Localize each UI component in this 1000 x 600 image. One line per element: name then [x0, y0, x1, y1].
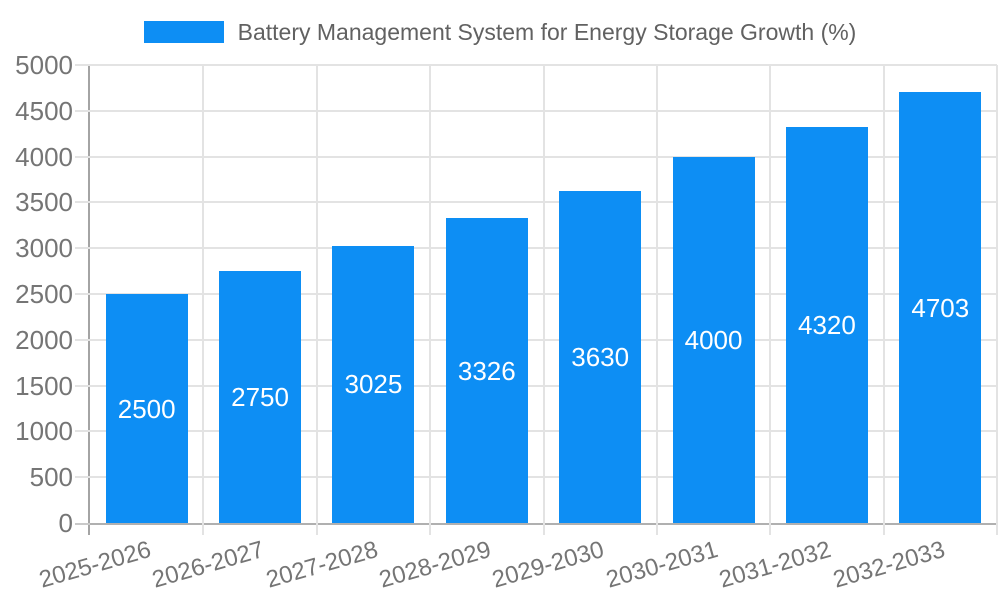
gridline-vertical — [315, 65, 318, 535]
bar-value-label: 2500 — [117, 393, 176, 424]
bar: 4703 — [899, 92, 982, 523]
x-tick-label: 2025-2026 — [36, 536, 154, 594]
zero-tick — [75, 523, 90, 525]
y-tick-label: 4500 — [15, 95, 73, 126]
gridline-horizontal — [75, 293, 997, 295]
legend-swatch — [143, 21, 224, 43]
gridline-horizontal — [75, 155, 997, 158]
bar-value-label: 3025 — [344, 369, 403, 400]
y-tick-label: 1000 — [15, 416, 73, 447]
gridline-horizontal — [75, 384, 997, 387]
y-tick-label: 5000 — [15, 50, 73, 80]
x-tick-label: 2028-2029 — [376, 536, 494, 594]
x-tick-label: 2026-2027 — [149, 536, 268, 594]
y-tick-label: 500 — [29, 462, 73, 493]
gridline-vertical — [882, 65, 885, 535]
y-tick-label: 4000 — [15, 141, 73, 172]
bar: 3326 — [445, 218, 528, 523]
gridline-vertical — [202, 65, 205, 535]
gridline-horizontal — [75, 109, 997, 112]
x-tick-label: 2030-2031 — [602, 536, 721, 594]
x-tick-label: 2032-2033 — [829, 536, 948, 594]
bar-value-label: 4703 — [911, 292, 970, 323]
chart-title: Battery Management System for Energy Sto… — [237, 18, 857, 45]
bar: 3025 — [332, 245, 415, 523]
bar-value-label: 2750 — [231, 382, 289, 413]
gridline-horizontal — [75, 430, 997, 433]
gridline-horizontal — [75, 476, 997, 479]
y-tick-label: 2500 — [15, 279, 73, 309]
bar: 2750 — [219, 271, 302, 523]
y-tick-label: 1500 — [15, 370, 73, 401]
gridline-horizontal — [75, 338, 997, 341]
chart-legend: Battery Management System for Energy Sto… — [0, 12, 1000, 52]
plot-area: 2500 2750 3025 3326 3630 4000 4320 4703 — [75, 64, 998, 535]
bar: 4320 — [785, 127, 868, 523]
gridline-vertical — [996, 65, 998, 535]
gridline-vertical — [542, 65, 545, 535]
x-tick-label: 2031-2032 — [716, 536, 835, 594]
gridline-vertical — [769, 65, 772, 535]
y-tick-label: 3500 — [15, 187, 73, 218]
y-axis-tick-extension — [88, 523, 90, 535]
bar-value-label: 4320 — [798, 310, 856, 341]
gridline-vertical — [429, 65, 432, 535]
bar-value-label: 3630 — [571, 341, 630, 372]
gridline-horizontal — [75, 201, 997, 204]
x-tick-label: 2027-2028 — [262, 536, 381, 594]
gridline-horizontal — [75, 247, 997, 250]
y-tick-label: 3000 — [15, 233, 73, 264]
bar-value-label: 3326 — [457, 355, 516, 386]
y-tick-label: 2000 — [15, 324, 73, 355]
gridline-vertical — [655, 65, 658, 535]
y-tick-label: 0 — [58, 508, 73, 538]
bar: 2500 — [105, 294, 188, 523]
gridline-horizontal — [75, 64, 997, 66]
bar-value-label: 4000 — [684, 324, 743, 355]
bar: 3630 — [559, 190, 642, 523]
x-tick-label: 2029-2030 — [489, 536, 608, 594]
bar: 4000 — [672, 156, 755, 523]
